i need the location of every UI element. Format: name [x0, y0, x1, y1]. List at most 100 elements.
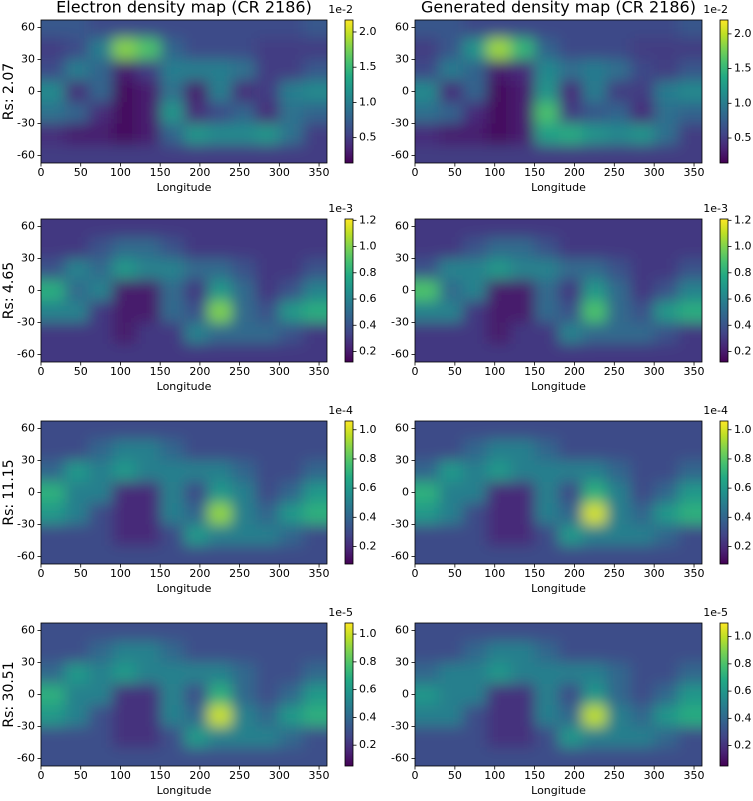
heatmap-cell	[279, 102, 304, 125]
heatmap-cell	[510, 623, 536, 642]
heatmap-cell	[534, 279, 559, 302]
heatmap-cell	[606, 460, 631, 483]
x-tick-label: 100	[484, 166, 505, 179]
heatmap-cell	[231, 623, 256, 642]
heatmap-cell	[303, 20, 327, 39]
heatmap-cell	[64, 144, 90, 163]
heatmap-cell	[654, 641, 679, 663]
colorbar-tick-label: 0.6	[734, 684, 752, 697]
heatmap-cell	[486, 747, 512, 766]
heatmap-cell	[231, 144, 256, 163]
heatmap-cell	[136, 524, 161, 547]
heatmap-cell	[112, 59, 137, 82]
heatmap-cell	[41, 80, 66, 103]
y-tick-label: -60	[391, 149, 409, 162]
x-tick-label: 200	[564, 166, 585, 179]
x-tick-label: 250	[229, 166, 250, 179]
heatmap-cell	[303, 705, 327, 728]
y-tick-label: 0	[402, 284, 409, 297]
heatmap-cell	[534, 726, 559, 749]
heatmap-cell	[279, 301, 304, 324]
heatmap-cell	[534, 102, 559, 125]
heatmap-cell	[207, 144, 233, 163]
colorbar-tick-label: 0.2	[359, 345, 377, 358]
heatmap	[415, 219, 702, 362]
heatmap-cell	[438, 237, 464, 259]
heatmap-cell	[112, 683, 137, 706]
heatmap-cell	[112, 503, 137, 526]
heatmap-cell	[606, 279, 631, 302]
heatmap-cell	[510, 641, 536, 663]
heatmap-cell	[606, 301, 631, 324]
heatmap-cell	[678, 726, 702, 749]
heatmap-cell	[303, 503, 327, 526]
heatmap-cell	[207, 123, 233, 146]
heatmap-cell	[534, 38, 559, 60]
colorbar-offset: 1e-2	[703, 3, 728, 16]
heatmap-cell	[88, 279, 113, 302]
heatmap-cell	[112, 705, 137, 728]
heatmap-cell	[534, 123, 559, 146]
y-tick-label: -60	[391, 348, 409, 361]
heatmap-cell	[88, 301, 113, 324]
y-tick-label: -60	[17, 348, 35, 361]
heatmap-cell	[510, 237, 536, 259]
heatmap-cell	[184, 20, 209, 39]
heatmap-cell	[88, 481, 113, 504]
heatmap-cell	[558, 301, 583, 324]
colorbar-offset: 1e-3	[703, 202, 728, 215]
y-tick-label: -60	[17, 550, 35, 563]
y-tick-label: 0	[28, 486, 35, 499]
heatmap-cell	[582, 747, 607, 766]
heatmap-cell	[415, 683, 440, 706]
heatmap-cell	[582, 524, 607, 547]
heatmap-cell	[415, 59, 440, 82]
heatmap-clip	[415, 20, 702, 163]
heatmap-cell	[88, 421, 113, 440]
heatmap-cell	[415, 301, 440, 324]
heatmap-cell	[88, 524, 113, 547]
heatmap-cell	[534, 747, 559, 766]
heatmap-cell	[255, 219, 280, 238]
y-tick-label: 0	[402, 486, 409, 499]
heatmap-cell	[534, 59, 559, 82]
heatmap-cell	[630, 322, 655, 345]
heatmap-cell	[64, 662, 90, 685]
heatmap-cell	[630, 258, 655, 281]
heatmap-cell	[160, 219, 185, 238]
x-tick-label: 250	[229, 365, 250, 378]
heatmap-cell	[630, 503, 655, 526]
heatmap-cell	[279, 421, 304, 440]
heatmap-cell	[231, 481, 256, 504]
heatmap-cell	[136, 59, 161, 82]
heatmap-cell	[534, 237, 559, 259]
heatmap-cell	[486, 102, 512, 125]
heatmap-cell	[654, 102, 679, 125]
heatmap-cell	[184, 503, 209, 526]
heatmap-cell	[184, 301, 209, 324]
y-tick-label: 0	[28, 688, 35, 701]
x-tick-label: 50	[74, 769, 88, 782]
x-axis-label: Longitude	[157, 380, 212, 393]
heatmap-cell	[630, 641, 655, 663]
heatmap-cell	[606, 59, 631, 82]
y-tick-label: -60	[17, 752, 35, 765]
x-tick-label: 0	[38, 166, 45, 179]
colorbar	[719, 19, 729, 164]
x-tick-label: 250	[229, 567, 250, 580]
heatmap-cell	[678, 460, 702, 483]
heatmap-cell	[64, 747, 90, 766]
heatmap-cell	[606, 144, 631, 163]
heatmap-cell	[462, 258, 488, 281]
heatmap-cell	[41, 421, 66, 440]
heatmap-cell	[654, 683, 679, 706]
colorbar-tick-label: 0.6	[359, 292, 377, 305]
heatmap-cell	[582, 705, 607, 728]
y-tick-label: 30	[21, 655, 35, 668]
heatmap-cell	[438, 683, 464, 706]
heatmap-cell	[41, 38, 66, 60]
heatmap-cell	[606, 322, 631, 345]
y-tick-label: 60	[395, 20, 409, 33]
heatmap-cell	[486, 38, 512, 60]
x-tick-label: 350	[309, 166, 330, 179]
